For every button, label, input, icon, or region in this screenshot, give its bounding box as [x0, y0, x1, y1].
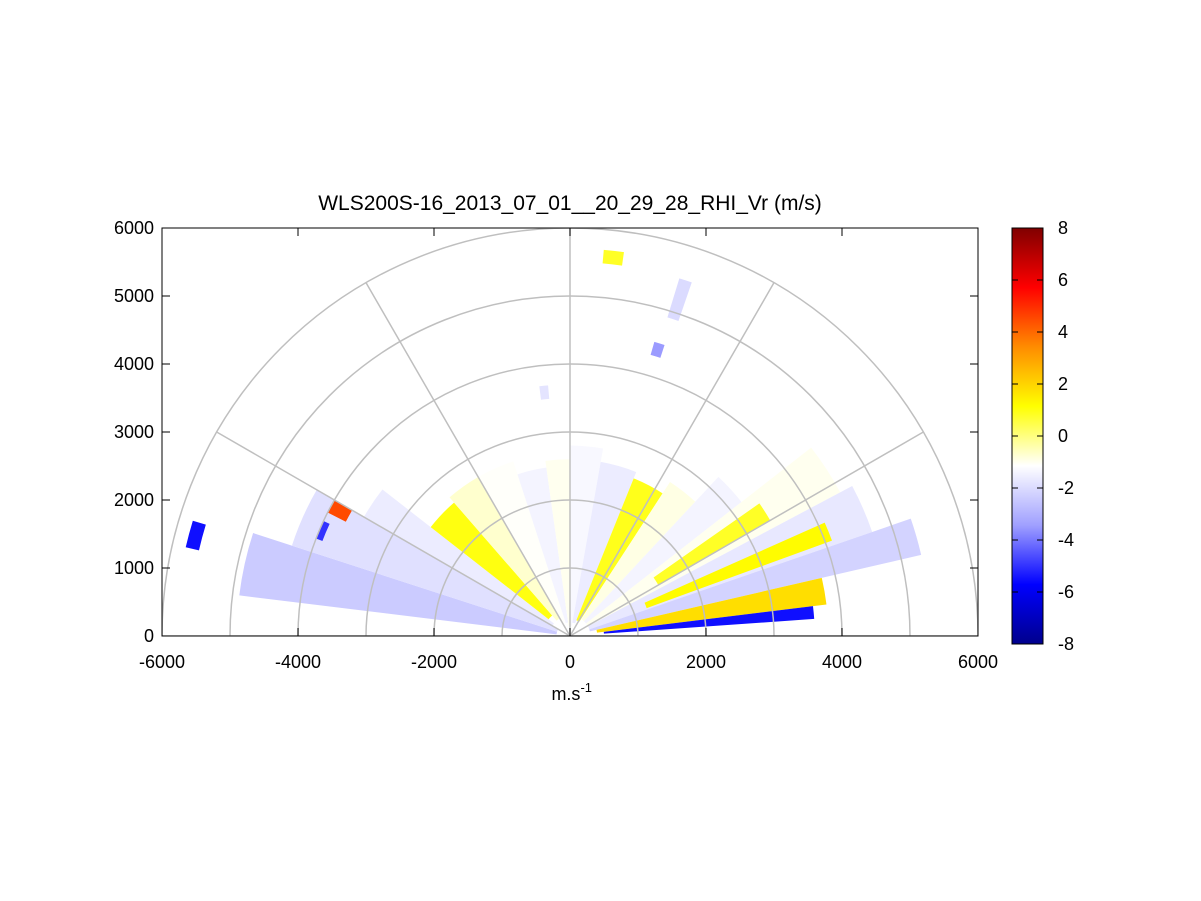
chart-title: WLS200S-16_2013_07_01__20_29_28_RHI_Vr (… [318, 192, 822, 215]
y-tick-label: 1000 [114, 558, 154, 578]
velocity-sector-1 [291, 489, 559, 632]
x-tick-label: -2000 [411, 652, 457, 672]
colorbar-tick-label: 6 [1058, 270, 1068, 290]
x-tick-label: 2000 [686, 652, 726, 672]
y-tick-label: 5000 [114, 286, 154, 306]
x-axis-label-superscript: -1 [580, 680, 592, 695]
velocity-sector-0 [239, 533, 558, 635]
colorbar-tick-label: -8 [1058, 634, 1074, 654]
x-tick-label: 4000 [822, 652, 862, 672]
polar-grid [162, 228, 978, 636]
colorbar-tick-label: 2 [1058, 374, 1068, 394]
velocity-sector-18 [644, 522, 832, 609]
plot-area: -6000 -4000 -2000 0 2000 4000 6000 0 1000 2000 30… [114, 218, 998, 672]
y-tick-label: 0 [144, 626, 154, 646]
colorbar-tick-label: -6 [1058, 582, 1074, 602]
velocity-sector-8 [570, 445, 604, 626]
colorbar-tick-label: 4 [1058, 322, 1068, 342]
angle-spoke [216, 431, 571, 636]
velocity-sector-15 [589, 518, 922, 632]
x-axis: -6000 -4000 -2000 0 2000 4000 6000 [139, 228, 998, 672]
velocity-sector-22 [185, 520, 206, 551]
y-tick-label: 3000 [114, 422, 154, 442]
x-axis-label: m.s-1 [551, 680, 592, 704]
velocity-sector-21 [316, 521, 330, 541]
y-tick-label: 6000 [114, 218, 154, 238]
velocity-sector-14 [588, 485, 873, 630]
velocity-sector-5 [478, 461, 565, 622]
angle-spoke [365, 282, 571, 636]
y-tick-label: 2000 [114, 490, 154, 510]
x-tick-label: 0 [565, 652, 575, 672]
angle-spoke [569, 431, 924, 636]
velocity-sector-9 [572, 461, 637, 624]
velocity-sector-20 [327, 500, 353, 522]
colorbar: 8 6 4 2 0 -2 -4 -6 -8 [1011, 218, 1074, 654]
y-axis: 0 1000 2000 3000 4000 5000 6000 [114, 218, 978, 646]
colorbar-tick-label: 0 [1058, 426, 1068, 446]
colorbar-ticks: 8 6 4 2 0 -2 -4 -6 -8 [1012, 218, 1074, 654]
velocity-sector-4 [449, 476, 560, 621]
velocity-sector-26 [650, 341, 665, 358]
x-tick-label: 6000 [958, 652, 998, 672]
colorbar-tick-label: -2 [1058, 478, 1074, 498]
velocity-sector-12 [583, 476, 742, 624]
velocity-sector-24 [602, 249, 624, 266]
velocity-sector-23 [539, 385, 550, 400]
x-tick-label: -6000 [139, 652, 185, 672]
velocity-sector-25 [667, 278, 692, 321]
velocity-sector-17 [603, 606, 815, 634]
angle-spoke [569, 282, 775, 636]
velocity-sector-3 [430, 502, 553, 620]
colorbar-tick-label: 8 [1058, 218, 1068, 238]
colorbar-tick-label: -4 [1058, 530, 1074, 550]
y-tick-label: 4000 [114, 354, 154, 374]
velocity-sector-11 [581, 482, 696, 622]
x-tick-label: -4000 [275, 652, 321, 672]
